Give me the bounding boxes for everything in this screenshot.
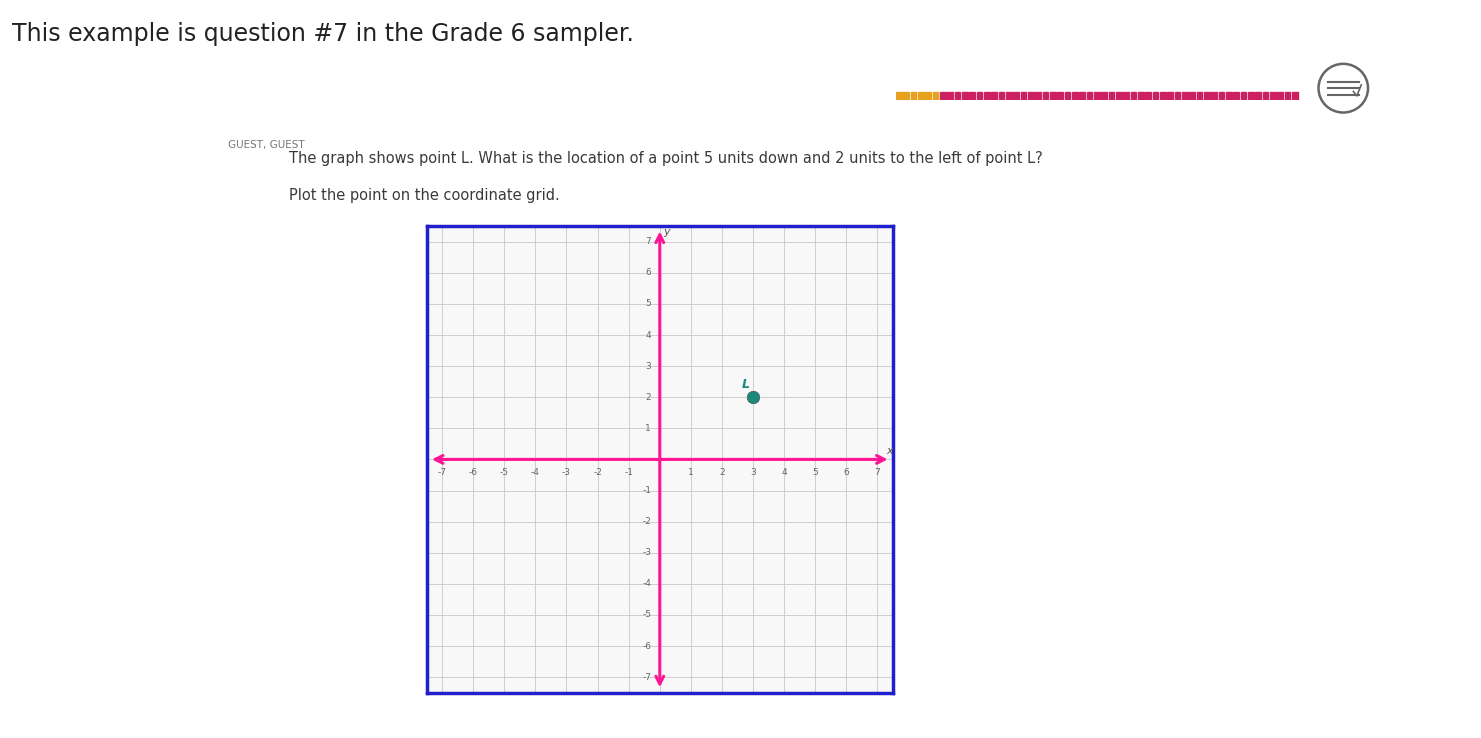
Bar [1189,92,1195,99]
Bar [1256,92,1260,99]
Bar [1152,92,1158,99]
Bar [963,92,967,99]
Bar [1211,92,1217,99]
Text: L: L [742,378,749,390]
Bar [1291,92,1297,99]
Text: x: x [886,446,893,455]
Text: 7: 7 [875,468,880,477]
Text: y: y [663,227,669,237]
Bar [1219,92,1225,99]
Text: -7: -7 [643,672,652,682]
Bar [1262,92,1268,99]
Bar [1123,92,1129,99]
Bar [926,92,932,99]
Bar [1109,92,1114,99]
Bar [1234,92,1240,99]
Bar [918,92,924,99]
Bar [969,92,974,99]
Text: -3: -3 [561,468,572,477]
Text: -2: -2 [643,517,652,526]
Bar [1241,92,1247,99]
Text: This example is question #7 in the Grade 6 sampler.: This example is question #7 in the Grade… [12,22,634,46]
Bar [1226,92,1232,99]
Bar [1277,92,1283,99]
Bar [948,92,954,99]
Text: -7: -7 [437,468,447,477]
Text: -3: -3 [643,548,652,557]
Bar [1020,92,1026,99]
Text: 3: 3 [646,362,652,370]
Text: 5: 5 [813,468,818,477]
Bar [903,92,909,99]
Text: 2: 2 [646,393,652,401]
Bar [1182,92,1188,99]
Text: -4: -4 [532,468,539,477]
Bar [1050,92,1056,99]
Bar [1284,92,1290,99]
Bar [1269,92,1275,99]
Text: 1: 1 [646,424,652,432]
Bar [1043,92,1049,99]
Bar [1145,92,1151,99]
Text: -5: -5 [643,610,652,619]
Bar [1072,92,1078,99]
Text: -1: -1 [624,468,634,477]
Bar [1028,92,1034,99]
Bar [1102,92,1106,99]
Bar [1248,92,1253,99]
Bar [1035,92,1041,99]
Bar [1117,92,1121,99]
Text: 1: 1 [689,468,693,477]
Text: 3: 3 [751,468,755,477]
Text: -5: -5 [499,468,509,477]
Text: The graph shows point L. What is the location of a point 5 units down and 2 unit: The graph shows point L. What is the loc… [289,151,1043,166]
Bar [991,92,997,99]
Text: 4: 4 [782,468,786,477]
Bar [1174,92,1180,99]
Bar [1160,92,1166,99]
Text: 6: 6 [646,269,652,277]
Bar [983,92,989,99]
Bar [1204,92,1210,99]
Bar [940,92,946,99]
Text: -1: -1 [643,486,652,495]
Text: GUEST, GUEST: GUEST, GUEST [228,140,305,151]
Bar [998,92,1004,99]
Bar [1013,92,1019,99]
Bar [1080,92,1086,99]
Bar [1065,92,1071,99]
Bar [1130,92,1136,99]
Bar [1087,92,1093,99]
Text: Plot the point on the coordinate grid.: Plot the point on the coordinate grid. [289,188,560,203]
Text: -2: -2 [594,468,601,477]
Bar [896,92,902,99]
Text: -4: -4 [643,579,652,588]
Bar [911,92,917,99]
Bar [1137,92,1143,99]
Bar [1057,92,1063,99]
Bar [1167,92,1173,99]
Text: 2: 2 [720,468,724,477]
Text: 7: 7 [646,237,652,246]
Bar [1094,92,1099,99]
Text: 7: 7 [237,89,258,117]
Bar [933,92,939,99]
Bar [1006,92,1012,99]
Text: -6: -6 [468,468,478,477]
Text: 5: 5 [646,300,652,308]
Text: 6: 6 [844,468,849,477]
Text: 4: 4 [646,331,652,339]
Bar [1197,92,1203,99]
Bar [976,92,982,99]
Text: -6: -6 [643,641,652,650]
Bar [955,92,960,99]
